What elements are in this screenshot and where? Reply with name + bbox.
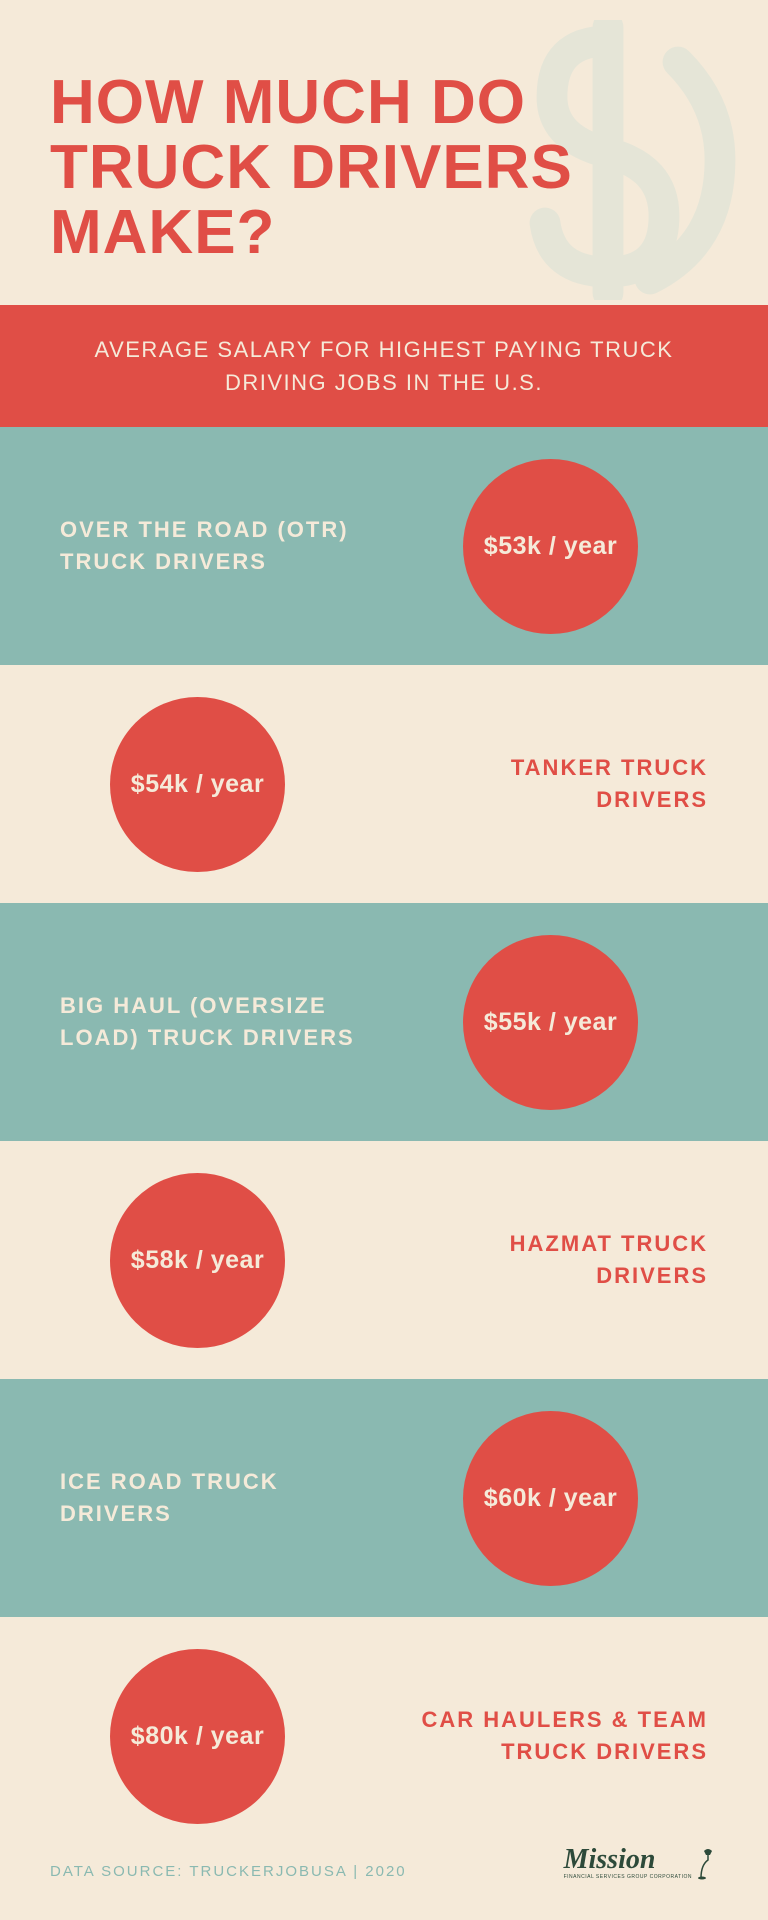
job-label: HAZMAT TRUCK DRIVERS (398, 1228, 708, 1292)
job-label: TANKER TRUCK DRIVERS (398, 752, 708, 816)
subtitle-banner: AVERAGE SALARY FOR HIGHEST PAYING TRUCK … (0, 305, 768, 427)
header: HOW MUCH DO TRUCK DRIVERS MAKE? (0, 0, 768, 305)
data-source: DATA SOURCE: TRUCKERJOBUSA | 2020 (50, 1863, 407, 1880)
salary-circle: $53k / year (463, 459, 638, 634)
salary-row: $58k / year HAZMAT TRUCK DRIVERS (0, 1141, 768, 1379)
job-label: CAR HAULERS & TEAM TRUCK DRIVERS (398, 1704, 708, 1768)
salary-circle: $60k / year (463, 1411, 638, 1586)
logo-subtitle: FINANCIAL SERVICES GROUP CORPORATION (564, 1874, 692, 1880)
logo-text: Mission (564, 1844, 656, 1875)
salary-row: $54k / year TANKER TRUCK DRIVERS (0, 665, 768, 903)
salary-row: ICE ROAD TRUCK DRIVERS $60k / year (0, 1379, 768, 1617)
salary-circle: $80k / year (110, 1649, 285, 1824)
salary-row: BIG HAUL (OVERSIZE LOAD) TRUCK DRIVERS $… (0, 903, 768, 1141)
salary-circle: $55k / year (463, 935, 638, 1110)
lamp-icon (698, 1845, 718, 1880)
salary-row: OVER THE ROAD (OTR) TRUCK DRIVERS $53k /… (0, 427, 768, 665)
job-label: BIG HAUL (OVERSIZE LOAD) TRUCK DRIVERS (60, 990, 370, 1054)
salary-circle: $58k / year (110, 1173, 285, 1348)
salary-circle: $54k / year (110, 697, 285, 872)
mission-logo: Mission FINANCIAL SERVICES GROUP CORPORA… (564, 1844, 718, 1880)
page-title: HOW MUCH DO TRUCK DRIVERS MAKE? (50, 70, 718, 265)
job-label: OVER THE ROAD (OTR) TRUCK DRIVERS (60, 514, 370, 578)
job-label: ICE ROAD TRUCK DRIVERS (60, 1466, 370, 1530)
footer: DATA SOURCE: TRUCKERJOBUSA | 2020 Missio… (0, 1814, 768, 1920)
